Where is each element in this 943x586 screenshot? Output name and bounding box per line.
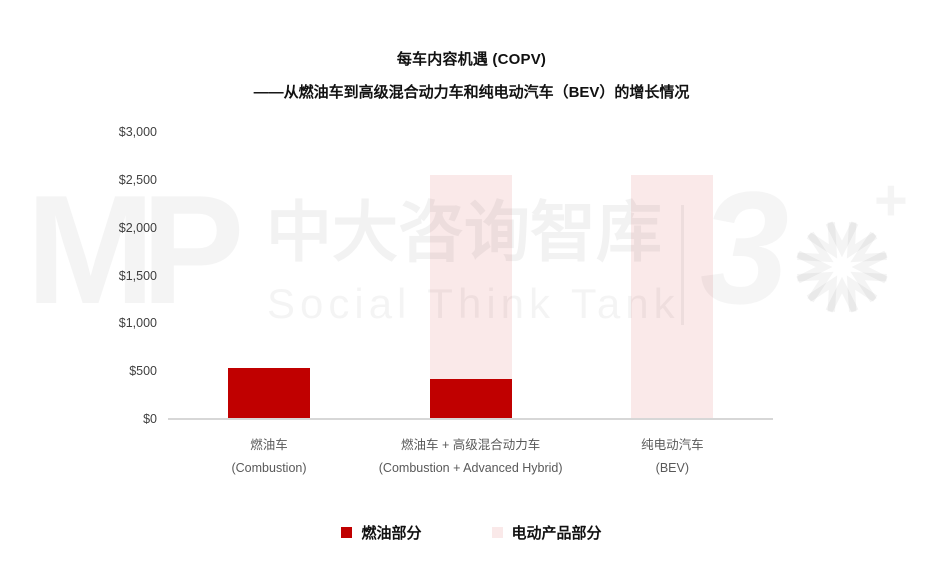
- category-label: 燃油车 (Combustion): [168, 434, 370, 480]
- y-tick-label: $3,000: [118, 125, 157, 139]
- legend-item: 燃油部分: [341, 522, 422, 543]
- legend-swatch: [341, 527, 353, 538]
- bar-segment-fuel: [227, 368, 310, 419]
- category-label: 纯电动汽车 (BEV): [571, 434, 773, 480]
- bar-segment-electric: [429, 175, 512, 379]
- category-label-zh: 燃油车 + 高级混合动力车: [401, 438, 541, 452]
- x-axis-line: [168, 418, 773, 420]
- category-label: 燃油车 + 高级混合动力车 (Combustion + Advanced Hybr…: [370, 434, 572, 480]
- y-tick-label: $500: [129, 364, 157, 379]
- legend: 燃油部分 电动产品部分: [0, 522, 943, 543]
- y-tick-label: $1,500: [118, 268, 157, 283]
- legend-item: 电动产品部分: [491, 522, 602, 543]
- legend-swatch: [491, 527, 503, 538]
- legend-label: 燃油部分: [361, 525, 422, 542]
- y-tick-label: $0: [143, 412, 157, 426]
- y-tick-label: $2,000: [118, 220, 157, 235]
- legend-label: 电动产品部分: [511, 525, 602, 542]
- category-label-en: (Combustion + Advanced Hybrid): [378, 461, 563, 475]
- category-label-zh: 燃油车: [250, 438, 288, 452]
- bar-segment-fuel: [429, 378, 512, 419]
- y-tick-label: $2,500: [118, 172, 157, 187]
- bar-segment-electric: [631, 175, 714, 419]
- category-label-en: (BEV): [655, 461, 689, 475]
- category-label-en: (Combustion): [231, 461, 307, 475]
- chart-title: 每车内容机遇 (COPV): [396, 51, 547, 68]
- chart-subtitle: ——从燃油车到高级混合动力车和纯电动汽车（BEV）的增长情况: [253, 84, 690, 101]
- y-tick-label: $1,000: [118, 316, 157, 331]
- category-label-zh: 纯电动汽车: [641, 438, 704, 452]
